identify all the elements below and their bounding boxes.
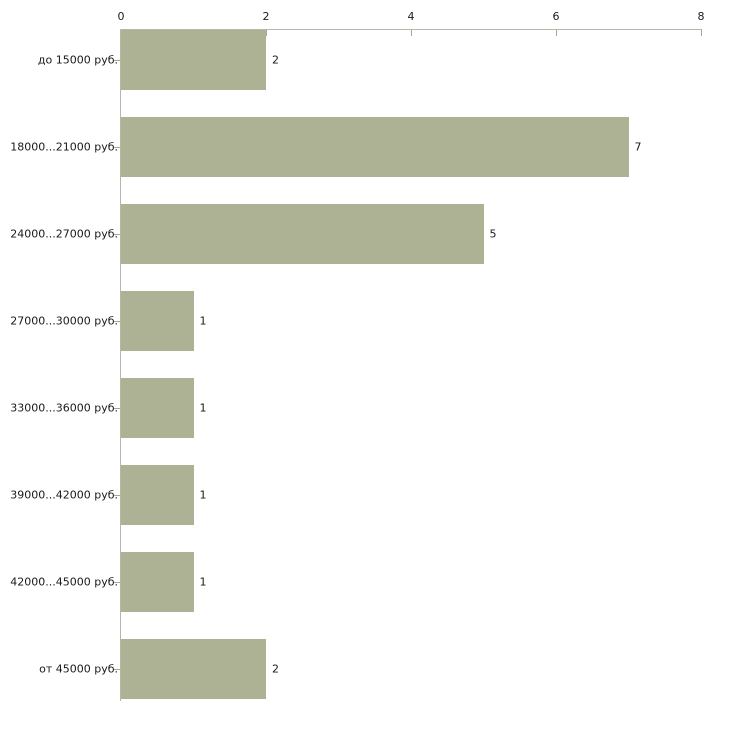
y-tick [114,147,120,148]
x-tick-label: 4 [407,10,415,23]
y-tick [114,495,120,496]
bar [121,378,194,438]
y-tick [114,60,120,61]
bar-value-label: 1 [199,401,207,415]
y-tick [114,669,120,670]
bar [121,117,629,177]
x-tick-8 [701,30,702,36]
bar-value-label: 5 [489,227,497,241]
y-axis-line [120,29,121,701]
x-tick-label: 6 [552,10,560,23]
bar [121,552,194,612]
category-label: от 45000 руб. [39,662,118,676]
bar-value-label: 1 [199,314,207,328]
y-tick [114,321,120,322]
x-tick-label: 2 [262,10,270,23]
x-tick-label: 8 [697,10,705,23]
bar [121,639,266,699]
bar-value-label: 1 [199,488,207,502]
x-tick-2 [266,30,267,36]
bar-value-label: 2 [272,53,279,67]
bar-value-label: 7 [634,140,642,154]
category-label: до 15000 руб. [37,53,118,67]
y-tick [114,582,120,583]
bar [121,465,194,525]
y-tick [114,234,120,235]
x-axis-line [121,29,702,30]
category-label: 33000...36000 руб. [10,401,118,415]
bar-value-label: 2 [272,662,279,676]
bar [121,291,194,351]
x-tick-4 [411,30,412,36]
category-label: 39000...42000 руб. [10,488,118,502]
bar-value-label: 1 [199,575,207,589]
category-label: 18000...21000 руб. [10,140,118,154]
category-label: 42000...45000 руб. [10,575,118,589]
x-tick-6 [556,30,557,36]
category-label: 27000...30000 руб. [10,314,118,328]
x-tick-label: 0 [117,10,125,23]
category-label: 24000...27000 руб. [10,227,118,241]
bar [121,204,484,264]
bar [121,30,266,90]
y-tick [114,408,120,409]
